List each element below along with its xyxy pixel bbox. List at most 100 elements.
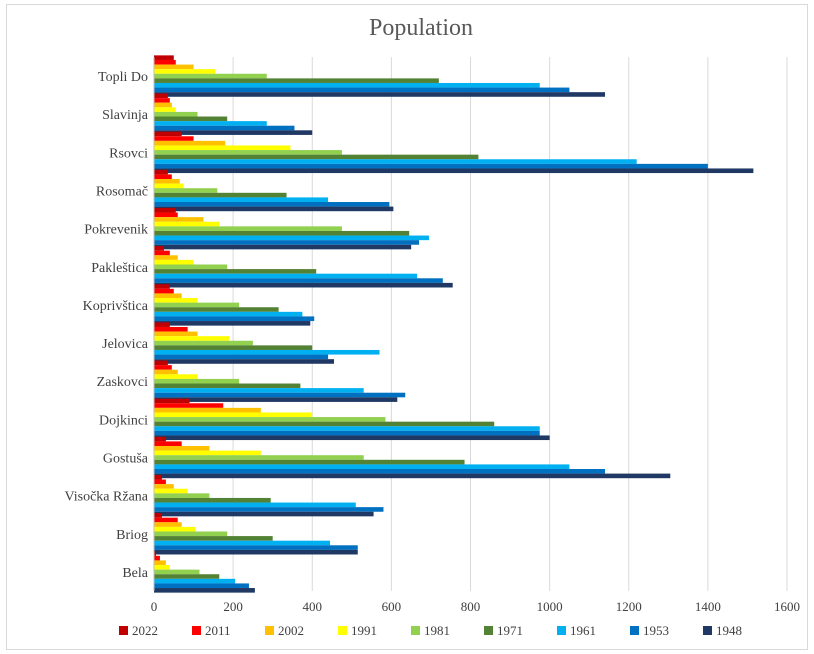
legend-label: 1991 (351, 623, 377, 638)
bar-1971 (154, 269, 317, 274)
bar-2022 (154, 436, 166, 442)
bar-1971 (154, 192, 287, 198)
bar-1991 (154, 183, 184, 189)
bar-1981 (154, 455, 364, 460)
bar-1948 (154, 511, 374, 517)
bar-2002 (154, 102, 172, 108)
bar-1961 (154, 502, 356, 508)
bar-1991 (154, 565, 170, 570)
bar-1981 (154, 302, 240, 308)
bar-1991 (154, 221, 220, 227)
bar-2022 (154, 93, 168, 99)
category-label: Pokrevenik (84, 223, 148, 238)
category-label: Koprivštica (83, 299, 149, 314)
bar-2022 (154, 207, 176, 213)
bar-2011 (154, 517, 178, 523)
x-tick-label: 0 (151, 599, 158, 614)
bar-1981 (154, 111, 198, 117)
bar-1948 (154, 435, 550, 441)
bar-1971 (154, 497, 271, 503)
bar-2002 (154, 369, 178, 375)
legend: 2022 2011 2002 1991 1981 1971 1961 1953 1948 (119, 623, 742, 638)
bar-1991 (154, 450, 261, 456)
bar-1953 (154, 163, 708, 169)
bar-1981 (154, 378, 240, 384)
bar-1948 (154, 549, 358, 555)
bar-2011 (154, 479, 166, 485)
legend-swatch (338, 626, 347, 635)
bar-1981 (154, 493, 210, 498)
bar-1961 (154, 349, 380, 355)
category-label: Zaskovci (97, 375, 148, 390)
category-label: Slavinja (102, 108, 149, 123)
bar-2011 (154, 250, 170, 256)
bar-2022 (154, 513, 162, 518)
bar-1948 (154, 588, 255, 593)
bar-1971 (154, 154, 479, 160)
category-labels: Topli Do Slavinja Rsovci Rosomač Pokrevenik P… (64, 70, 148, 581)
bar-1981 (154, 188, 218, 193)
category-label: Rsovci (109, 146, 148, 161)
bar-1991 (154, 336, 230, 341)
bar-2022 (154, 169, 168, 175)
legend-swatch (119, 626, 128, 635)
bar-2011 (154, 441, 182, 446)
category-label: Gostuša (103, 452, 149, 467)
bar-1953 (154, 125, 295, 131)
x-tick-label: 800 (461, 599, 481, 614)
bar-1953 (154, 278, 443, 283)
bar-1961 (154, 426, 540, 431)
bar-2022 (154, 284, 170, 289)
bar-1961 (154, 311, 303, 317)
bar-1961 (154, 273, 418, 279)
bar-1961 (154, 197, 329, 202)
bar-1971 (154, 574, 220, 579)
legend-swatch (557, 626, 566, 635)
category-label: Bela (122, 566, 148, 581)
bar-1948 (154, 359, 335, 364)
bar-2011 (154, 59, 176, 65)
legend-swatch (411, 626, 420, 635)
x-tick-label: 1600 (774, 599, 800, 614)
legend-label: 2011 (205, 623, 231, 638)
bar-1961 (154, 578, 236, 584)
bar-1981 (154, 340, 253, 346)
x-tick-label: 200 (223, 599, 243, 614)
bar-1953 (154, 507, 384, 512)
bar-2002 (154, 446, 210, 451)
bar-1948 (154, 92, 606, 97)
bar-1953 (154, 392, 406, 398)
bar-2011 (154, 555, 160, 561)
bar-2002 (154, 293, 182, 299)
bar-2002 (154, 560, 166, 566)
bar-2002 (154, 217, 204, 222)
bar-1971 (154, 459, 465, 465)
bar-1948 (154, 473, 671, 479)
bar-1948 (154, 282, 453, 288)
chart-title: Population (369, 15, 473, 41)
bar-1971 (154, 421, 495, 427)
bar-1961 (154, 235, 429, 241)
legend-swatch (192, 626, 201, 635)
bar-2011 (154, 326, 188, 332)
bar-1953 (154, 469, 606, 474)
bar-1953 (154, 430, 540, 436)
bar-1953 (154, 583, 249, 589)
bar-1948 (154, 244, 412, 250)
bar-1971 (154, 536, 273, 541)
bar-2022 (154, 55, 174, 60)
legend-swatch (265, 626, 274, 635)
bar-1948 (154, 168, 754, 174)
legend-label: 1971 (497, 623, 523, 638)
bar-1981 (154, 531, 228, 537)
bar-2002 (154, 140, 226, 146)
bar-1948 (154, 206, 394, 212)
tick-labels: 0 200 400 600 800 1000 1200 1400 1600 (151, 599, 800, 614)
bar-2011 (154, 288, 174, 294)
bar-2022 (154, 246, 164, 251)
bar-1953 (154, 87, 570, 93)
legend-swatch (703, 626, 712, 635)
bar-1991 (154, 374, 198, 379)
bar-1948 (154, 321, 311, 326)
bar-1971 (154, 78, 439, 83)
